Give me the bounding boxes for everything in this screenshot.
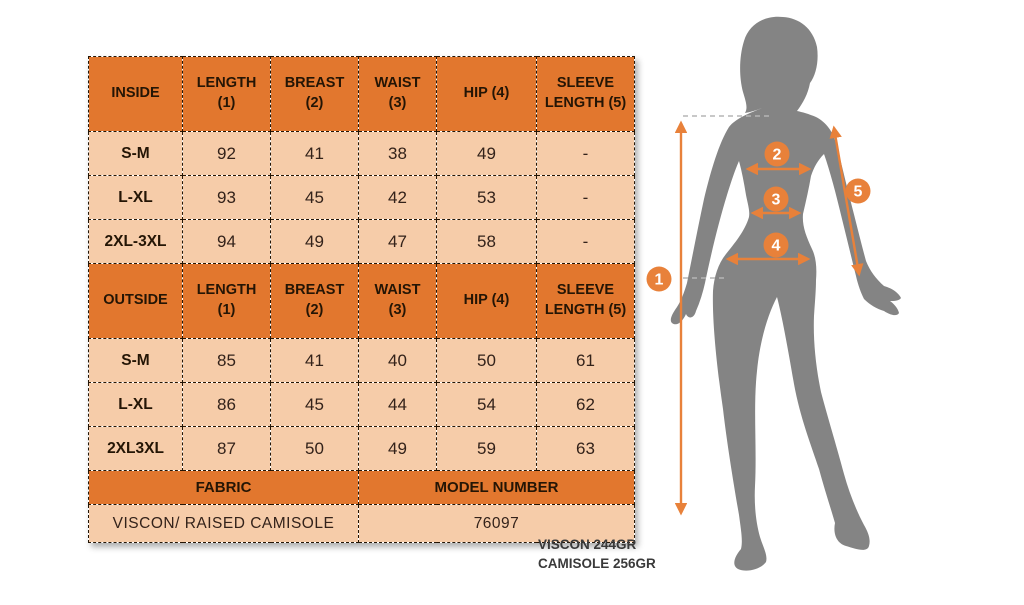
measure-cell: 38 — [358, 131, 437, 176]
footer-value-row: VISCON/ RAISED CAMISOLE 76097 — [88, 504, 635, 543]
measure-cell: 93 — [182, 175, 271, 220]
marker-5: 5 — [845, 178, 871, 204]
fabric-value-cell: VISCON/ RAISED CAMISOLE — [88, 504, 359, 543]
measure-cell: 41 — [270, 131, 359, 176]
measure-cell: 50 — [270, 426, 359, 471]
size-label-cell: L-XL — [88, 382, 183, 427]
header-cell-length: LENGTH (1) — [182, 56, 271, 132]
header-cell-hip: HIP (4) — [436, 56, 537, 132]
measure-cell: 49 — [270, 219, 359, 264]
size-label-cell: 2XL3XL — [88, 426, 183, 471]
note-viscon-weight: VISCON 244GR — [538, 537, 637, 552]
marker-3-label: 3 — [772, 192, 781, 209]
size-label-cell: S-M — [88, 131, 183, 176]
measure-cell: 58 — [436, 219, 537, 264]
marker-1-circle — [646, 266, 672, 292]
marker-1-label: 1 — [655, 272, 664, 289]
header-cell-sleeve: SLEEVE LENGTH (5) — [536, 263, 635, 339]
measure-cell: 54 — [436, 382, 537, 427]
header-cell-sleeve: SLEEVE LENGTH (5) — [536, 56, 635, 132]
measure-cell: 62 — [536, 382, 635, 427]
measure-cell: - — [536, 131, 635, 176]
size-table: INSIDE LENGTH (1) BREAST (2) WAIST (3) H… — [88, 56, 635, 543]
measure-cell: 53 — [436, 175, 537, 220]
header-cell-waist: WAIST (3) — [358, 56, 437, 132]
header-cell-waist: WAIST (3) — [358, 263, 437, 339]
measure-cell: 86 — [182, 382, 271, 427]
measure-cell: 45 — [270, 175, 359, 220]
measure-cell: 92 — [182, 131, 271, 176]
header-cell-breast: BREAST (2) — [270, 56, 359, 132]
outside-header-row: OUTSIDE LENGTH (1) BREAST (2) WAIST (3) … — [88, 263, 635, 339]
size-row: S-M 85 41 40 50 61 — [88, 338, 635, 383]
header-cell-outside: OUTSIDE — [88, 263, 183, 339]
inside-header-row: INSIDE LENGTH (1) BREAST (2) WAIST (3) H… — [88, 56, 635, 132]
marker-5-circle — [845, 178, 871, 204]
marker-5-label: 5 — [854, 184, 863, 201]
marker-2-circle — [764, 141, 790, 167]
body-silhouette — [670, 16, 901, 571]
measure-cell: 49 — [436, 131, 537, 176]
size-row: 2XL-3XL 94 49 47 58 - — [88, 219, 635, 264]
model-number-header-cell: MODEL NUMBER — [358, 470, 635, 505]
measure-cell: 42 — [358, 175, 437, 220]
marker-1: 1 — [646, 266, 672, 292]
measure-cell: 63 — [536, 426, 635, 471]
measure-cell: - — [536, 175, 635, 220]
measure-cell: 61 — [536, 338, 635, 383]
size-label-cell: S-M — [88, 338, 183, 383]
size-label-cell: L-XL — [88, 175, 183, 220]
header-cell-breast: BREAST (2) — [270, 263, 359, 339]
footer-header-row: FABRIC MODEL NUMBER — [88, 470, 635, 505]
size-row: 2XL3XL 87 50 49 59 63 — [88, 426, 635, 471]
marker-2: 2 — [764, 141, 790, 167]
marker-3-circle — [763, 186, 789, 212]
sleeve-arrow — [829, 125, 864, 277]
measure-cell: 50 — [436, 338, 537, 383]
measure-cell: 85 — [182, 338, 271, 383]
header-cell-hip: HIP (4) — [436, 263, 537, 339]
marker-4: 4 — [763, 232, 789, 258]
measure-cell: 41 — [270, 338, 359, 383]
marker-3: 3 — [763, 186, 789, 212]
header-cell-inside: INSIDE — [88, 56, 183, 132]
measure-cell: 59 — [436, 426, 537, 471]
measure-cell: 45 — [270, 382, 359, 427]
weight-notes: VISCON 244GR CAMISOLE 256GR — [538, 535, 656, 573]
marker-4-label: 4 — [772, 238, 781, 255]
measure-cell: - — [536, 219, 635, 264]
measure-cell: 87 — [182, 426, 271, 471]
measure-cell: 40 — [358, 338, 437, 383]
measure-cell: 44 — [358, 382, 437, 427]
size-row: L-XL 86 45 44 54 62 — [88, 382, 635, 427]
marker-4-circle — [763, 232, 789, 258]
measurement-diagram: 1 2 3 4 5 — [646, 16, 901, 571]
measure-cell: 94 — [182, 219, 271, 264]
measure-cell: 47 — [358, 219, 437, 264]
model-number-value-cell: 76097 — [358, 504, 635, 543]
header-cell-length: LENGTH (1) — [182, 263, 271, 339]
size-row: S-M 92 41 38 49 - — [88, 131, 635, 176]
note-camisole-weight: CAMISOLE 256GR — [538, 556, 656, 571]
fabric-header-cell: FABRIC — [88, 470, 359, 505]
size-row: L-XL 93 45 42 53 - — [88, 175, 635, 220]
size-label-cell: 2XL-3XL — [88, 219, 183, 264]
marker-2-label: 2 — [773, 147, 782, 164]
measure-cell: 49 — [358, 426, 437, 471]
